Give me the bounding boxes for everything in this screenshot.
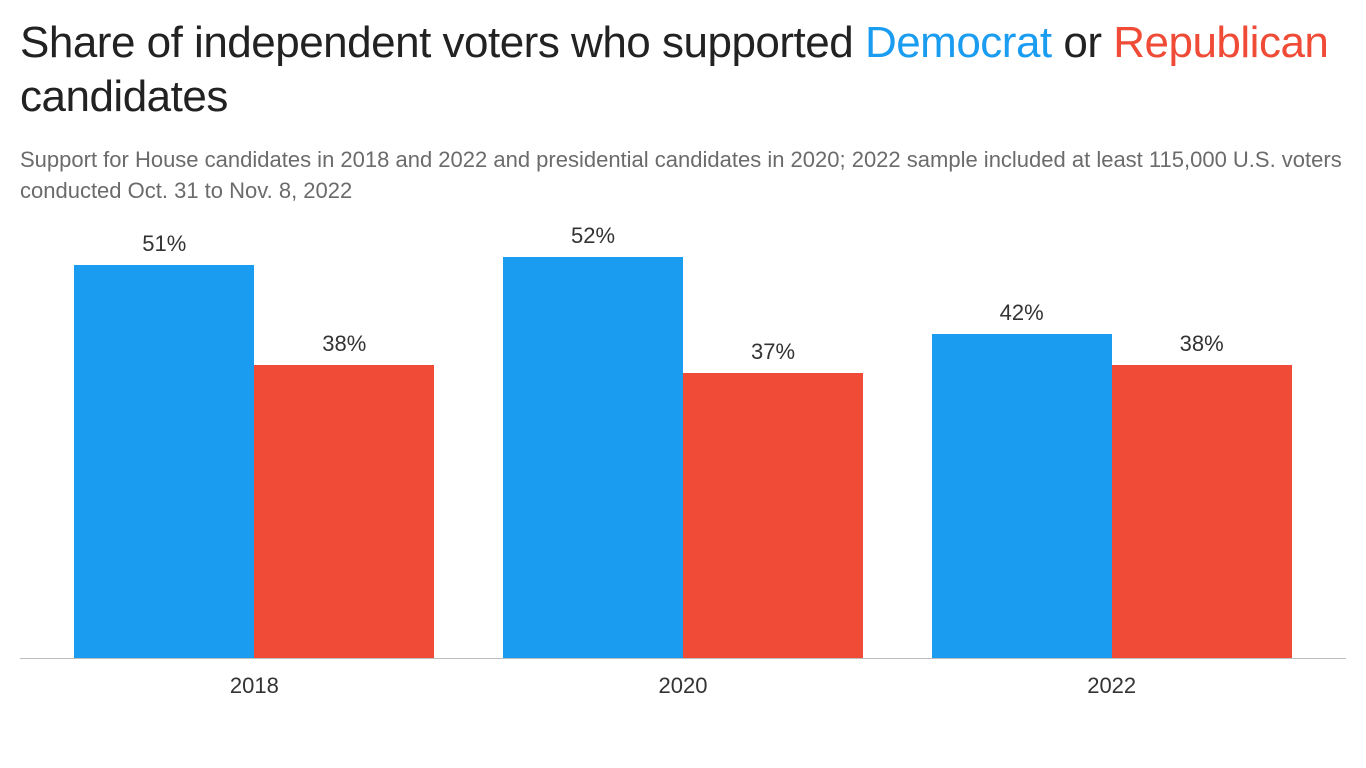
title-suffix: candidates <box>20 72 228 121</box>
bar-democrat-2018: 51% <box>74 231 254 658</box>
x-axis-label: 2020 <box>469 659 898 707</box>
bar-republican-2018: 38% <box>254 331 434 658</box>
chart-plot-area: 51% 38% 52% 37% <box>20 235 1346 707</box>
bar-value-label: 37% <box>751 339 795 365</box>
x-axis: 2018 2020 2022 <box>40 659 1326 707</box>
bar-value-label: 38% <box>322 331 366 357</box>
bar-group-2022: 42% 38% <box>897 300 1326 658</box>
bar-democrat-2020: 52% <box>503 223 683 658</box>
bar-value-label: 38% <box>1180 331 1224 357</box>
bar-republican-2022: 38% <box>1112 331 1292 658</box>
title-middle: or <box>1052 18 1114 67</box>
title-democrat-word: Democrat <box>865 18 1052 67</box>
bar-rect <box>932 334 1112 658</box>
chart-title: Share of independent voters who supporte… <box>20 16 1346 123</box>
chart-container: Share of independent voters who supporte… <box>0 0 1366 707</box>
bar-value-label: 42% <box>1000 300 1044 326</box>
bar-rect <box>74 265 254 658</box>
x-axis-label: 2022 <box>897 659 1326 707</box>
bar-group-2020: 52% 37% <box>469 223 898 658</box>
bar-value-label: 51% <box>142 231 186 257</box>
bar-rect <box>254 365 434 658</box>
bar-republican-2020: 37% <box>683 339 863 658</box>
bar-plot: 51% 38% 52% 37% <box>40 235 1326 659</box>
bar-rect <box>1112 365 1292 658</box>
bar-rect <box>683 373 863 658</box>
bar-group-2018: 51% 38% <box>40 231 469 658</box>
bar-democrat-2022: 42% <box>932 300 1112 658</box>
axis-tick-right <box>1326 651 1346 659</box>
title-republican-word: Republican <box>1113 18 1328 67</box>
bar-rect <box>503 257 683 658</box>
title-prefix: Share of independent voters who supporte… <box>20 18 865 67</box>
bar-value-label: 52% <box>571 223 615 249</box>
x-axis-label: 2018 <box>40 659 469 707</box>
axis-tick-left <box>20 651 40 659</box>
chart-subtitle: Support for House candidates in 2018 and… <box>20 145 1346 207</box>
